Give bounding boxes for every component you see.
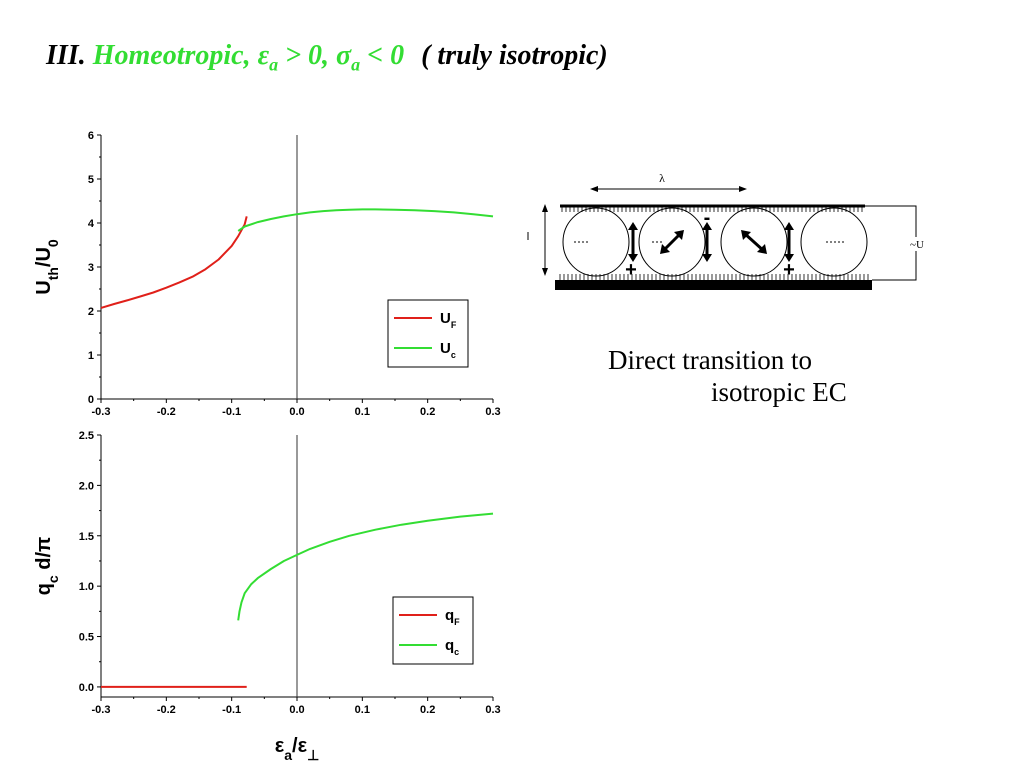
bottom-electrode-hatch <box>559 274 869 280</box>
y-tick-label: 0.5 <box>79 632 94 644</box>
x-title-rest: /ε <box>292 735 308 757</box>
lambda-arrowhead-right <box>739 186 747 192</box>
slide-title: III. Homeotropic, εa > 0, σa < 0 ( truly… <box>46 40 608 76</box>
x-tick-label: -0.1 <box>222 704 241 716</box>
legend-box <box>392 596 474 665</box>
x-tick-label: -0.3 <box>92 704 111 716</box>
x-tick-label: -0.1 <box>222 406 241 418</box>
voltage-label-bg <box>905 237 929 251</box>
series-line-u-c <box>237 208 494 232</box>
x-tick-label: 0.0 <box>289 704 304 716</box>
legend-box <box>387 299 469 368</box>
caption: Direct transition to isotropic EC <box>608 344 847 409</box>
title-suffix: ( truly isotropic) <box>421 40 608 71</box>
y-tick-label: 3 <box>88 262 94 274</box>
y-title-main: q <box>33 583 55 595</box>
convection-roll-4 <box>800 207 868 277</box>
legend-label-main: U <box>440 310 451 327</box>
x-tick-label: 0.3 <box>485 704 500 716</box>
y-axis-title: qc d/π <box>33 537 61 596</box>
ec-rolls-diagram: λ <box>527 171 929 290</box>
lambda-label: λ <box>659 171 665 185</box>
x-title-main: ε <box>275 735 285 757</box>
y-title-sub2: 0 <box>45 239 61 247</box>
charge-plus-2: + <box>783 259 795 281</box>
charge-minus: - <box>704 207 711 229</box>
y-tick-label: 0 <box>88 394 94 406</box>
y-tick-label: 2.0 <box>79 480 94 492</box>
y-tick-label: 1.0 <box>79 581 94 593</box>
legend-label: UF <box>440 310 457 330</box>
x-axis-title: εa/ε⊥ <box>275 735 320 763</box>
voltage-label: ~U <box>910 239 924 251</box>
x-tick-label: 0.3 <box>485 406 500 418</box>
caption-line-2: isotropic EC <box>711 377 847 408</box>
x-tick-label: 0.2 <box>420 704 435 716</box>
x-tick-label: 0.2 <box>420 406 435 418</box>
lambda-arrowhead-left <box>590 186 598 192</box>
title-eps-symbol: ε <box>257 40 270 71</box>
convection-roll-3 <box>720 207 788 277</box>
y-title-sub: c <box>45 575 61 583</box>
legend-label-sub: F <box>451 320 457 330</box>
series-line-u-f <box>100 216 248 309</box>
series-line-q-c <box>237 512 494 621</box>
y-tick-label: 6 <box>88 130 94 142</box>
title-highlight-word: Homeotropic, <box>92 40 251 71</box>
x-tick-label: 0.1 <box>355 704 370 716</box>
legend-label: Uc <box>440 340 456 360</box>
legend-label-main: q <box>445 637 454 654</box>
legend-label-main: q <box>445 607 454 624</box>
x-tick-label: -0.2 <box>157 704 176 716</box>
title-sigma-cond: < 0 <box>360 40 405 71</box>
top-electrode-hatch <box>561 207 863 212</box>
charge-plus-1: + <box>625 259 637 281</box>
y-title-sub: th <box>45 267 61 280</box>
title-prefix: III. <box>46 40 86 71</box>
legend-label: qF <box>445 607 460 627</box>
title-eps-cond: > 0, <box>278 40 337 71</box>
y-axis-title: Uth/U0 <box>33 239 61 295</box>
x-title-sub2: ⊥ <box>307 747 319 763</box>
convection-roll-1 <box>562 207 630 277</box>
y-tick-label: 1 <box>88 350 94 362</box>
x-title-sub: a <box>284 747 292 763</box>
legend-label: qc <box>445 637 459 657</box>
title-highlight: Homeotropic, εa > 0, σa < 0 <box>92 40 405 75</box>
thickness-arrowhead-bottom <box>542 268 548 276</box>
x-tick-label: 0.0 <box>289 406 304 418</box>
legend-label-sub: c <box>454 647 459 657</box>
thickness-arrowhead-top <box>542 204 548 212</box>
y-tick-label: 2 <box>88 306 94 318</box>
y-tick-label: 5 <box>88 174 94 186</box>
director-arrowheads <box>628 222 794 262</box>
y-tick-label: 0.0 <box>79 682 94 694</box>
y-title-main: U <box>33 280 55 294</box>
caption-line-1: Direct transition to <box>608 345 812 375</box>
legend-label-main: U <box>440 340 451 357</box>
convection-roll-2 <box>638 207 706 277</box>
title-sigma-symbol: σ <box>336 40 352 71</box>
director-arrows <box>631 226 791 258</box>
chart-qc: 0.0 0.5 1.0 1.5 2.0 2.5 -0.3 -0.2 -0.1 0.0 0.1 0.2 0… <box>33 430 501 763</box>
title-eps-sub: a <box>269 54 279 75</box>
y-title-rest: /U <box>33 247 55 267</box>
legend-label-sub: F <box>454 617 460 627</box>
y-tick-label: 2.5 <box>79 430 94 442</box>
y-title-rest: d/π <box>33 537 55 576</box>
title-sigma-sub: a <box>351 54 361 75</box>
x-tick-label: 0.1 <box>355 406 370 418</box>
y-tick-label: 1.5 <box>79 531 94 543</box>
x-tick-label: -0.3 <box>92 406 111 418</box>
y-tick-label: 4 <box>88 218 95 230</box>
legend-label-sub: c <box>451 350 456 360</box>
x-tick-label: -0.2 <box>157 406 176 418</box>
bottom-electrode <box>555 280 872 290</box>
